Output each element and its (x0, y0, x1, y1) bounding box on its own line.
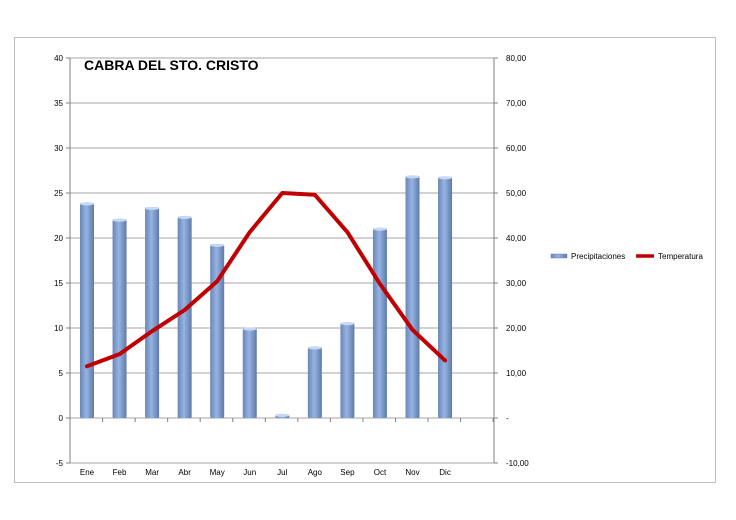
right-tick-label: 60,00 (506, 144, 527, 153)
category-label: Feb (113, 468, 127, 477)
right-tick-label: 40,00 (506, 234, 527, 243)
chart-title: CABRA DEL STO. CRISTO (84, 57, 259, 73)
right-tick-label: 80,00 (506, 54, 527, 63)
right-tick-label: 30,00 (506, 279, 527, 288)
chart-frame (14, 37, 716, 483)
bar-sep (340, 322, 355, 418)
bar-cap (372, 227, 387, 231)
legend-label-precipitaciones: Precipitaciones (571, 252, 625, 261)
bar-nov (405, 175, 420, 418)
category-label: Nov (405, 468, 419, 477)
left-tick-label: 10 (54, 324, 63, 333)
right-tick-label: - (506, 414, 509, 423)
left-tick-label: 5 (59, 369, 64, 378)
bar-mar (145, 207, 160, 418)
right-tick-label: -10,00 (506, 459, 529, 468)
left-tick-label: 30 (54, 144, 63, 153)
right-tick-label: 50,00 (506, 189, 527, 198)
bar-feb (112, 219, 127, 418)
bar-cap (177, 215, 192, 219)
legend-swatch-precipitaciones (550, 253, 568, 259)
bar-cap (438, 176, 453, 180)
left-tick-label: 15 (54, 279, 63, 288)
bar-oct (372, 228, 387, 418)
bar-cap (405, 175, 420, 179)
category-label: Jun (243, 468, 256, 477)
left-tick-label: 40 (54, 54, 63, 63)
bar-cap (275, 413, 290, 417)
category-label: Dic (439, 468, 451, 477)
category-label: Sep (340, 468, 355, 477)
category-label: Jul (277, 468, 287, 477)
category-label: Mar (145, 468, 159, 477)
temperature-line (85, 191, 448, 369)
left-tick-label: 25 (54, 189, 63, 198)
legend-label-temperatura: Temperatura (658, 252, 703, 261)
bar-cap (340, 322, 355, 326)
left-tick-label: 35 (54, 99, 63, 108)
bar-ago (307, 346, 322, 418)
bar-cap (80, 202, 94, 206)
right-tick-label: 10,00 (506, 369, 527, 378)
bar-may (210, 244, 225, 418)
bar-dic (438, 176, 453, 418)
bar-cap (307, 346, 322, 350)
bar-cap (145, 206, 160, 210)
left-tick-label: 0 (59, 414, 64, 423)
bar-ene (80, 202, 94, 418)
bar-cap (210, 243, 225, 247)
bar-cap (112, 218, 127, 222)
right-tick-label: 20,00 (506, 324, 527, 333)
category-label: May (210, 468, 225, 477)
bar-abr (177, 216, 192, 418)
bar-cap (242, 327, 257, 331)
right-tick-label: 70,00 (506, 99, 527, 108)
left-tick-label: -5 (56, 459, 64, 468)
category-label: Oct (374, 468, 387, 477)
category-label: Ago (308, 468, 323, 477)
category-label: Abr (178, 468, 191, 477)
left-tick-label: 20 (54, 234, 63, 243)
category-label: Ene (80, 468, 95, 477)
bar-jun (242, 328, 257, 418)
